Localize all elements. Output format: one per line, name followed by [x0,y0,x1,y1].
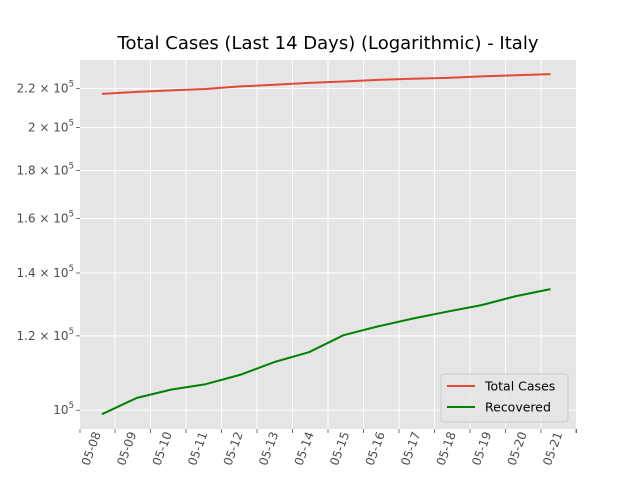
y-tick-label: 1.6 × 105 [17,210,74,226]
legend-label-total-cases: Total Cases [484,379,555,394]
legend-label-recovered: Recovered [485,400,551,415]
series-line-total-cases [101,73,551,95]
x-tick-label: 05-10 [150,430,175,468]
x-tick-label: 05-13 [256,430,281,468]
x-tick-label: 05-20 [505,430,530,468]
legend: Total Cases Recovered [440,373,569,423]
y-tick-label: 1.4 × 105 [17,264,74,280]
x-tick-label: 05-18 [434,430,459,468]
y-axis-tick-labels: 105 1.2 × 105 1.4 × 105 1.6 × 105 1.8 × 105 2… [17,80,74,418]
x-tick-label: 05-12 [221,430,246,468]
y-tick-label: 2 × 105 [28,119,74,135]
series-line-recovered [101,288,551,416]
series-lines [101,73,551,416]
x-axis-tick-labels: 05-08 05-09 05-10 05-11 05-12 05-13 05-14 05-15… [79,430,566,468]
grid-lines [80,60,577,429]
x-tick-label: 05-21 [540,430,565,468]
x-tick-label: 05-11 [185,430,210,468]
x-tick-label: 05-14 [292,430,317,468]
y-tick-label: 1.8 × 105 [17,161,74,177]
y-tick-label: 2.2 × 105 [17,80,74,96]
x-tick-label: 05-15 [327,430,352,468]
x-tick-label: 05-19 [469,430,494,468]
x-tick-label: 05-08 [79,430,104,468]
y-tick-label: 105 [53,401,74,417]
x-tick-label: 05-09 [114,430,139,468]
x-tick-label: 05-16 [363,430,388,468]
chart-title: Total Cases (Last 14 Days) (Logarithmic)… [117,33,539,54]
axis-ticks [76,88,577,433]
x-tick-label: 05-17 [398,430,423,468]
y-tick-label: 1.2 × 105 [17,327,74,343]
